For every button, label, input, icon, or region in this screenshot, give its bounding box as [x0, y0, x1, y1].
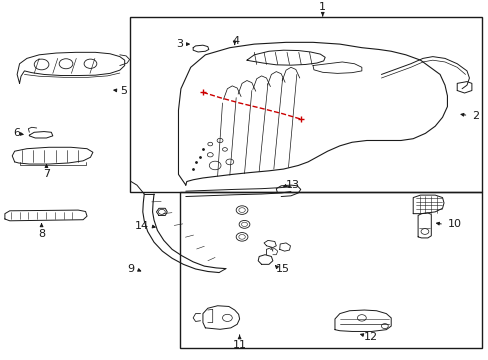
Text: 4: 4	[232, 36, 239, 46]
Text: 12: 12	[364, 332, 378, 342]
Text: 14: 14	[135, 221, 149, 231]
Text: 13: 13	[285, 180, 300, 190]
Bar	[129, 17, 481, 192]
Bar	[180, 192, 481, 347]
Text: 5: 5	[120, 86, 126, 95]
Text: 15: 15	[276, 264, 290, 274]
Text: 1: 1	[319, 2, 325, 12]
Text: 10: 10	[447, 219, 461, 229]
Text: 8: 8	[38, 229, 45, 239]
Text: 9: 9	[127, 264, 134, 274]
Text: 3: 3	[176, 39, 183, 49]
Text: 7: 7	[43, 169, 50, 179]
Text: 11: 11	[232, 340, 246, 350]
Text: 2: 2	[471, 111, 478, 121]
Text: 6: 6	[14, 129, 20, 138]
